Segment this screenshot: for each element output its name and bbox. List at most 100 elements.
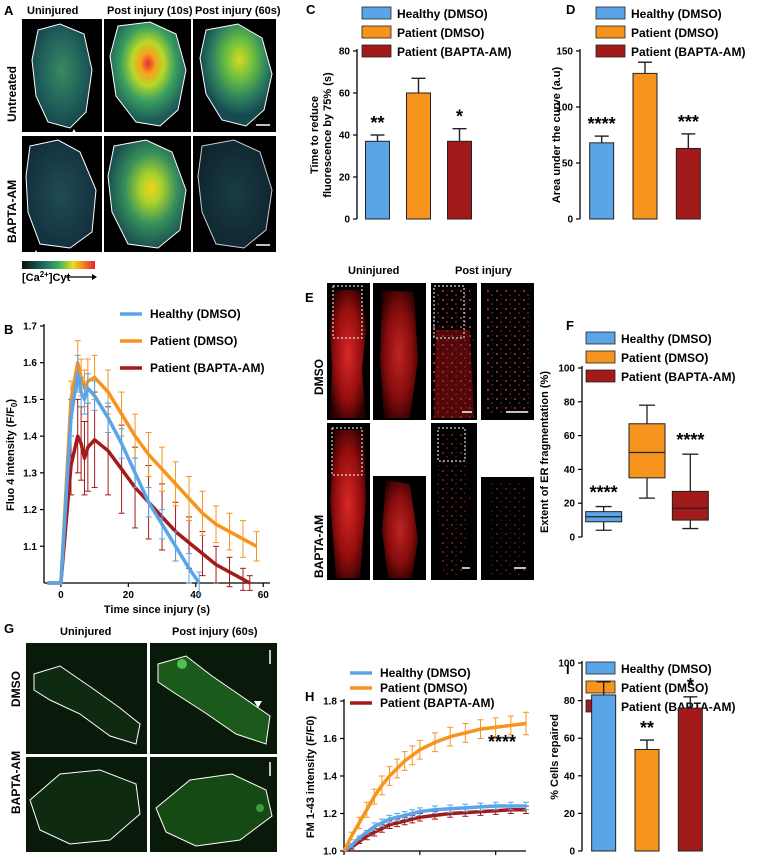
box	[671, 490, 709, 521]
cell-outline	[109, 21, 187, 127]
er-fragments	[486, 290, 530, 415]
panel-e-header-post: Post injury	[455, 265, 513, 277]
box	[628, 423, 666, 479]
x-tick-label: 60	[258, 590, 270, 601]
legend-swatch	[585, 369, 616, 383]
y-tick-label: 20	[564, 499, 576, 510]
series-line	[47, 434, 251, 585]
significance-label: ****	[590, 483, 618, 503]
y-tick-label: 20	[339, 173, 351, 184]
legend-label: Patient (BAPTA-AM)	[631, 45, 745, 59]
arrowhead-icon	[254, 701, 262, 708]
panel-a-row-untreated: Untreated	[5, 66, 19, 122]
panel-a-header-post60: Post injury (60s)	[195, 5, 281, 17]
y-tick-label: 80	[564, 397, 576, 408]
arrowhead-icon	[32, 250, 40, 257]
legend-label: Healthy (DMSO)	[621, 332, 712, 346]
y-tick-label: 1.4	[23, 432, 37, 443]
x-axis-label: Time since injury (s)	[104, 604, 211, 616]
y-tick-label: 100	[558, 659, 575, 670]
series-line	[47, 371, 201, 585]
legend-label: Patient (DMSO)	[150, 334, 237, 348]
panel-letter-i: I	[566, 662, 570, 677]
y-tick-label: 1.7	[23, 322, 37, 333]
panel-g-header-post60: Post injury (60s)	[172, 626, 258, 638]
legend-label: Patient (BAPTA-AM)	[380, 696, 494, 710]
y-tick-label: 60	[564, 431, 576, 442]
panel-g-header-uninjured: Uninjured	[60, 626, 111, 638]
legend-label: Healthy (DMSO)	[621, 662, 712, 676]
legend-label: Patient (DMSO)	[397, 26, 484, 40]
significance-label: *	[687, 675, 694, 695]
y-tick-label: 1.6	[23, 358, 37, 369]
y-tick-label: 0	[567, 215, 573, 226]
panel-letter-c: C	[306, 2, 316, 17]
panel-g-row-bapta: BAPTA-AM	[9, 751, 23, 814]
er-cell	[330, 290, 366, 418]
cell-outline	[107, 139, 187, 249]
y-tick-label: 1.5	[23, 395, 37, 406]
legend-swatch	[361, 25, 392, 39]
y-tick-label: 100	[556, 103, 573, 114]
y-tick-label: 1.1	[23, 542, 37, 553]
y-tick-label: 1.4	[323, 772, 337, 783]
legend-label: Patient (BAPTA-AM)	[621, 700, 735, 714]
chart-c: C Healthy (DMSO) Patient (DMSO) Patient (BA…	[306, 2, 511, 226]
significance-label: ****	[676, 430, 704, 450]
y-tick-label: 1.6	[323, 734, 337, 745]
legend-swatch	[595, 25, 626, 39]
panel-e: E Uninjured Post injury DMSO BAPTA-AM	[305, 265, 534, 580]
y-tick-label: 80	[339, 47, 351, 58]
cell-outline	[157, 655, 271, 745]
bar	[406, 92, 431, 220]
cell-outline	[155, 773, 273, 847]
legend-label: Patient (DMSO)	[380, 681, 467, 695]
legend-swatch	[595, 6, 626, 20]
cell-outline	[31, 23, 93, 129]
roi-box	[332, 285, 363, 339]
panel-e-row-bapta: BAPTA-AM	[312, 515, 326, 578]
y-tick-label: 1.3	[23, 468, 37, 479]
panel-a-row-bapta: BAPTA-AM	[5, 180, 19, 243]
cell-outline	[25, 139, 97, 249]
y-tick-label: 1.2	[23, 505, 37, 516]
arrow-right-icon	[92, 274, 97, 280]
series-line	[342, 804, 526, 853]
legend-label: Patient (DMSO)	[631, 26, 718, 40]
panel-letter-e: E	[305, 290, 314, 305]
significance-label: *	[456, 107, 463, 127]
panel-letter-d: D	[566, 2, 575, 17]
legend-label: Patient (DMSO)	[621, 681, 708, 695]
er-cell	[434, 330, 474, 418]
chart-b: B Healthy (DMSO) Patient (DMSO) Patient (BA…	[4, 307, 270, 616]
panel-letter-b: B	[4, 322, 13, 337]
chart-h: H Healthy (DMSO)Patient (DMSO)Patient (BA…	[305, 666, 529, 858]
legend-swatch	[585, 350, 616, 364]
fm-signal	[256, 804, 264, 812]
y-tick-label: 1.8	[323, 697, 337, 708]
series-line	[343, 808, 526, 853]
panel-letter-g: G	[4, 621, 14, 636]
y-tick-label: 40	[564, 465, 576, 476]
bar	[632, 72, 658, 220]
y-axis-label: Fluo 4 intensity (F/F0)	[5, 399, 19, 511]
x-tick-label: 0	[58, 590, 64, 601]
y-tick-label: 100	[558, 364, 575, 375]
y-tick-label: 40	[339, 131, 351, 142]
y-tick-label: 60	[339, 89, 351, 100]
y-tick-label: 40	[564, 771, 576, 782]
y-axis-label: Time to reducefluorescence by 75% (s)	[309, 72, 334, 198]
chart-i: I Healthy (DMSO) Patient (DMSO) Patient (BA…	[549, 659, 735, 858]
legend-swatch	[595, 44, 626, 58]
significance-label: ****	[588, 114, 616, 134]
y-tick-label: 1.0	[323, 847, 337, 858]
panel-e-header-uninjured: Uninjured	[348, 265, 399, 277]
arrowhead-icon	[70, 129, 78, 136]
roi-box	[331, 427, 363, 476]
y-tick-label: 0	[344, 215, 350, 226]
roi-box	[437, 427, 466, 462]
y-axis-label: Extent of ER fragmentation (%)	[539, 371, 551, 533]
series-line	[342, 721, 527, 852]
bar	[589, 142, 615, 220]
